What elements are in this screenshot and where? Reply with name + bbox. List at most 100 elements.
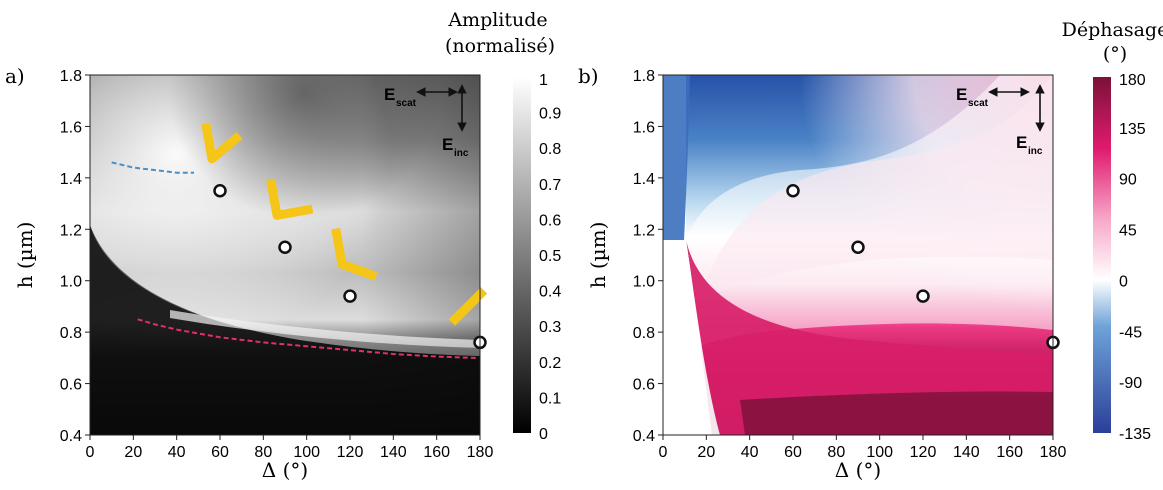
panel-label-b: b) (578, 64, 599, 88)
colorbar-tick-label: 1 (539, 72, 548, 89)
colorbar-tick-label: 0.4 (539, 284, 561, 301)
x-tick-label: 160 (996, 444, 1023, 461)
antenna-shape (448, 287, 488, 326)
colorbar-title-a-line1: Amplitude (447, 9, 547, 31)
heatmap-a (90, 75, 480, 435)
x-tick-label: 20 (124, 444, 142, 461)
x-axis-label-a: Δ (°) (262, 458, 308, 482)
x-tick-label: 100 (293, 444, 320, 461)
colorbar-ticks-a: 0 0.1 0.2 0.3 0.4 0.5 0.6 0.7 0.8 0.9 1 (539, 72, 561, 443)
y-tick-label: 1.0 (60, 274, 82, 291)
y-ticks-a: 0.4 0.6 0.8 1.0 1.2 1.4 1.6 1.8 (60, 68, 90, 445)
y-tick-label: 1.4 (633, 171, 655, 188)
colorbar-title-b-line1: Déphasage (1062, 19, 1163, 41)
antenna-shape (331, 227, 378, 281)
colorbar-tick-label: 0.7 (539, 177, 561, 194)
x-tick-label: 120 (337, 444, 364, 461)
colorbar-tick-label: 0 (539, 426, 548, 443)
e-inc-sub-a: inc (454, 148, 469, 159)
e-scat-label-b: E (956, 85, 967, 104)
x-tick-label: 0 (659, 444, 668, 461)
x-tick-label: 120 (910, 444, 937, 461)
data-marker (213, 183, 227, 198)
panel-label-a: a) (5, 64, 25, 88)
y-ticks-b: 0.4 0.6 0.8 1.0 1.2 1.4 1.6 1.8 (633, 68, 663, 445)
colorbar-tick-label: 0.1 (539, 390, 561, 407)
colorbar-tick-label: 0.9 (539, 106, 561, 123)
y-tick-label: 1.2 (633, 222, 655, 239)
polarization-indicator-b: E scat E inc (956, 84, 1045, 157)
x-tick-label: 40 (168, 444, 186, 461)
y-tick-label: 1.4 (60, 171, 82, 188)
colorbar-tick-label: 0.8 (539, 141, 561, 158)
colorbar-tick-label: 0.5 (539, 248, 561, 265)
colorbar-tick-label: 90 (1119, 172, 1137, 189)
y-tick-label: 0.4 (633, 428, 655, 445)
data-marker (786, 183, 800, 198)
antenna-shape (266, 179, 314, 220)
x-tick-label: 140 (953, 444, 980, 461)
x-axis-label-b: Δ (°) (835, 458, 881, 482)
dashed-curve (137, 318, 476, 359)
y-tick-label: 0.4 (60, 428, 82, 445)
colorbar-ticks-b: -135 -90 -45 0 45 90 135 180 (1119, 72, 1151, 443)
e-scat-label-a: E (384, 85, 395, 104)
x-tick-label: 20 (697, 444, 715, 461)
x-tick-label: 180 (467, 444, 494, 461)
dashed-curves-a (111, 161, 476, 359)
colorbar-a (513, 77, 531, 433)
antenna-shape (201, 122, 243, 164)
e-inc-label-b: E (1016, 133, 1027, 152)
data-marker (916, 289, 930, 303)
e-scat-sub-a: scat (396, 98, 417, 109)
x-ticks-b: 0 20 40 60 80 100 120 140 160 180 (659, 435, 1066, 461)
x-tick-label: 60 (211, 444, 229, 461)
x-tick-label: 80 (254, 444, 272, 461)
e-scat-sub-b: scat (968, 98, 989, 109)
y-tick-label: 0.8 (633, 325, 655, 342)
antennas-a (201, 122, 488, 326)
y-axis-label-b: h (µm) (586, 222, 610, 289)
plot-frame-a (89, 74, 481, 436)
colorbar-tick-label: -135 (1119, 426, 1151, 443)
y-tick-label: 0.6 (633, 377, 655, 394)
colorbar-tick-label: -90 (1119, 375, 1142, 392)
markers-a (213, 183, 487, 350)
colorbar-tick-label: 0.2 (539, 355, 561, 372)
x-tick-label: 100 (866, 444, 893, 461)
colorbar-tick-label: 45 (1119, 223, 1137, 240)
polarization-indicator-a: E scat E inc (384, 84, 469, 159)
colorbar-b (1093, 77, 1111, 433)
colorbar-title-a-line2: (normalisé) (445, 35, 555, 57)
y-tick-label: 1.8 (60, 68, 82, 85)
colorbar-tick-label: -45 (1119, 324, 1142, 341)
x-tick-label: 140 (380, 444, 407, 461)
e-inc-sub-b: inc (1028, 146, 1043, 157)
y-tick-label: 0.6 (60, 377, 82, 394)
x-tick-label: 60 (784, 444, 802, 461)
colorbar-tick-label: 0 (1119, 273, 1128, 290)
data-marker (851, 240, 865, 255)
y-tick-label: 0.8 (60, 325, 82, 342)
colorbar-title-b-line2: (°) (1103, 43, 1127, 65)
y-tick-label: 1.6 (60, 119, 82, 136)
plot-frame-b (662, 74, 1054, 436)
y-tick-label: 1.8 (633, 68, 655, 85)
y-axis-label-a: h (µm) (13, 222, 37, 289)
y-tick-label: 1.6 (633, 119, 655, 136)
x-tick-label: 0 (86, 444, 95, 461)
data-marker (278, 240, 292, 255)
colorbar-tick-label: 135 (1119, 121, 1146, 138)
x-tick-label: 80 (827, 444, 845, 461)
colorbar-tick-label: 180 (1119, 72, 1146, 89)
colorbar-tick-label: 0.6 (539, 212, 561, 229)
colorbar-tick-label: 0.3 (539, 319, 561, 336)
x-tick-label: 160 (423, 444, 450, 461)
y-tick-label: 1.0 (633, 274, 655, 291)
e-inc-label-a: E (442, 135, 453, 154)
y-tick-label: 1.2 (60, 222, 82, 239)
panel-a: 0 20 40 60 80 100 120 140 160 180 0.4 0.6 0.8 1.0 1.2… (5, 9, 561, 482)
x-tick-label: 40 (741, 444, 759, 461)
x-ticks-a: 0 20 40 60 80 100 120 140 160 180 (86, 435, 494, 461)
